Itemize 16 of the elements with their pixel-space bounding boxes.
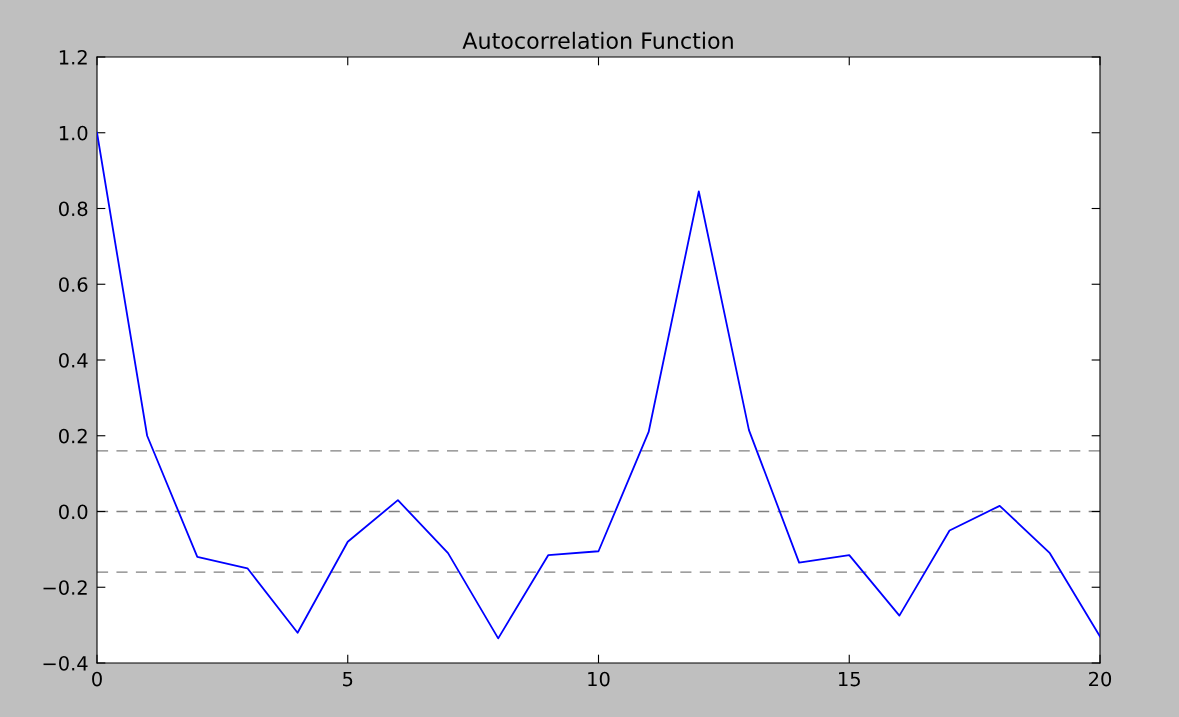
y-tick-label: −0.2 [43, 580, 87, 595]
chart-title: Autocorrelation Function [462, 31, 733, 49]
line-series [97, 131, 1100, 640]
y-tick-label: −0.4 [43, 655, 88, 671]
y-tick-label: 0.4 [59, 352, 88, 368]
x-tick-label: 0 [92, 671, 102, 687]
x-tick-label: 5 [343, 671, 353, 687]
y-tick-label: 0.6 [59, 277, 88, 292]
y-tick-label: 0.2 [59, 428, 87, 444]
y-tick-label: 0.0 [59, 504, 88, 520]
y-tick-label: 0.8 [59, 201, 88, 217]
y-tick-label: 1.0 [59, 125, 88, 141]
y-tick-label: 1.2 [59, 49, 87, 65]
x-tick-label: 10 [588, 671, 610, 687]
x-tick-label: 15 [839, 671, 860, 687]
x-tick-label: 20 [1089, 671, 1112, 687]
